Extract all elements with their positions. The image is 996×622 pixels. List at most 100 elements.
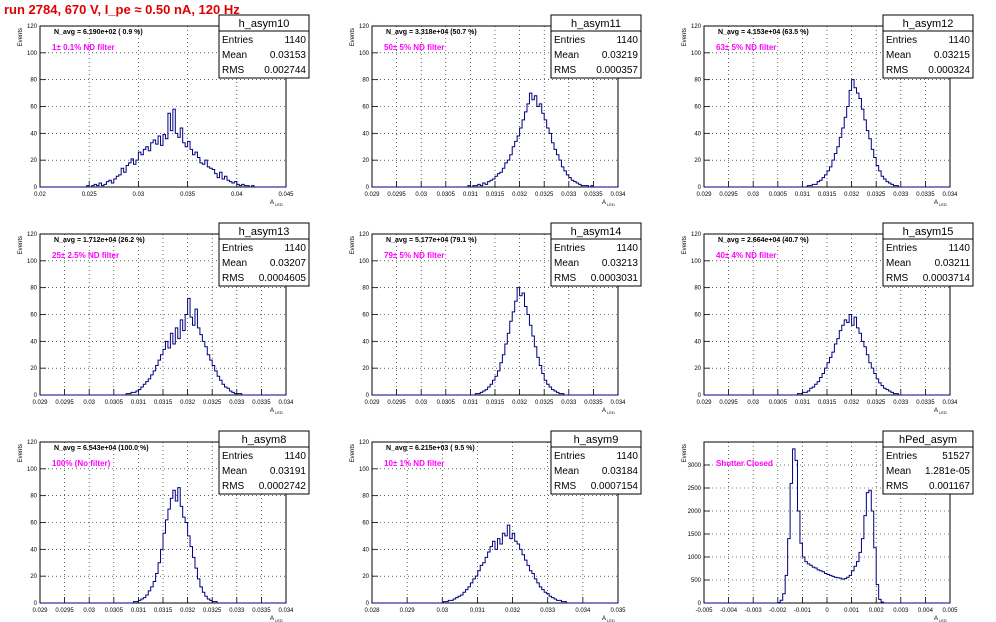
- histogram-title: h_asym9: [574, 434, 619, 446]
- stats-label: Entries: [554, 35, 585, 46]
- x-axis-label-subscript: LED: [607, 618, 615, 622]
- x-axis-label-subscript: LED: [939, 202, 947, 207]
- histogram-panel-h_asym10: 0.02 0.025 0.03 0.035 0.04 0.045 0 20 40 60 80 100 1…: [18, 14, 310, 207]
- y-tick-label: 20: [694, 366, 701, 372]
- stats-label: Entries: [222, 35, 253, 46]
- y-tick-label: 20: [694, 158, 701, 164]
- x-tick-label: 0.031: [470, 608, 486, 614]
- stats-label: RMS: [222, 273, 245, 284]
- stats-value: 0.03153: [270, 50, 307, 61]
- stats-value: 0.03191: [270, 466, 307, 477]
- y-tick-label: 60: [30, 521, 37, 527]
- x-tick-label: 0.025: [82, 192, 98, 198]
- x-tick-label: 0.032: [512, 400, 528, 406]
- y-tick-label: 60: [694, 313, 701, 319]
- stats-label: RMS: [554, 65, 577, 76]
- filter-label: Shutter Closed: [716, 459, 773, 468]
- x-tick-label: 0.035: [610, 608, 626, 614]
- y-axis-label: Events: [682, 444, 688, 462]
- stats-value: 1140: [948, 243, 970, 254]
- x-tick-label: 0.033: [893, 400, 909, 406]
- y-axis-label: Events: [18, 28, 24, 46]
- y-tick-label: 0: [698, 601, 702, 607]
- histogram-panel-h_asym15: 0.029 0.0295 0.03 0.0305 0.031 0.0315 0.032 0.0…: [682, 222, 974, 415]
- histogram-panel-h_asym13: 0.029 0.0295 0.03 0.0305 0.031 0.0315 0.032 0.0…: [18, 222, 310, 415]
- stats-value: 0.03211: [935, 258, 971, 269]
- y-axis-label: Events: [18, 444, 24, 462]
- histogram-panel-h_asym8: 0.029 0.0295 0.03 0.0305 0.031 0.0315 0.032 0.0…: [18, 430, 310, 622]
- stats-label: Mean: [886, 466, 911, 477]
- y-tick-label: 60: [30, 313, 37, 319]
- x-tick-label: 0.03: [415, 192, 427, 198]
- y-tick-label: 20: [362, 574, 369, 580]
- stats-label: Mean: [554, 466, 579, 477]
- y-axis-label: Events: [682, 236, 688, 254]
- stats-label: Mean: [554, 258, 579, 269]
- y-tick-label: 120: [691, 232, 702, 238]
- histogram-series: [40, 487, 286, 604]
- x-tick-label: 0.045: [278, 192, 294, 198]
- x-tick-label: 0.032: [512, 192, 528, 198]
- x-tick-label: 0.0315: [818, 192, 837, 198]
- histogram-series: [372, 287, 618, 396]
- x-axis-label: A: [270, 616, 274, 622]
- histogram-series: [40, 108, 286, 188]
- y-tick-label: 60: [694, 105, 701, 111]
- x-tick-label: 0.035: [180, 192, 196, 198]
- x-tick-label: 0.034: [942, 192, 958, 198]
- y-tick-label: 100: [27, 51, 38, 57]
- y-tick-label: 60: [362, 105, 369, 111]
- x-tick-label: 0.031: [131, 608, 147, 614]
- histogram-panel-h_asym11: 0.029 0.0295 0.03 0.0305 0.031 0.0315 0.032 0.0…: [350, 14, 642, 207]
- y-tick-label: 40: [694, 339, 701, 345]
- filter-label: 50± 5% ND filter: [384, 43, 444, 52]
- x-tick-label: 0.033: [561, 400, 577, 406]
- stats-value: 1140: [284, 243, 306, 254]
- stats-label: Entries: [222, 451, 253, 462]
- x-tick-label: 0.0335: [252, 608, 271, 614]
- x-tick-label: 0.033: [893, 192, 909, 198]
- y-tick-label: 40: [362, 131, 369, 137]
- stats-box: [550, 30, 642, 79]
- x-axis-label: A: [602, 408, 606, 414]
- x-tick-label: 0.0325: [867, 192, 886, 198]
- x-axis-label: A: [602, 200, 606, 206]
- x-tick-label: 0.032: [505, 608, 521, 614]
- x-axis-label: A: [270, 200, 274, 206]
- filter-label: 25± 2.5% ND filter: [52, 251, 119, 260]
- y-tick-label: 500: [691, 578, 702, 584]
- y-tick-label: 120: [27, 232, 38, 238]
- y-tick-label: 100: [691, 51, 702, 57]
- y-tick-label: 0: [34, 185, 38, 191]
- navg-annotation: N_avg = 5.177e+04 (79.1 %): [386, 237, 477, 244]
- y-tick-label: 0: [366, 601, 370, 607]
- stats-value: 1.281e-05: [925, 466, 970, 477]
- stats-value: 0.03213: [602, 258, 639, 269]
- x-tick-label: 0.0335: [916, 400, 935, 406]
- x-tick-label: 0.0305: [769, 400, 788, 406]
- histogram-panel-h_asym12: 0.029 0.0295 0.03 0.0305 0.031 0.0315 0.032 0.0…: [682, 14, 974, 207]
- stats-label: Mean: [886, 50, 911, 61]
- y-tick-label: 100: [359, 467, 370, 473]
- filter-label: 10± 1% ND filter: [384, 459, 444, 468]
- x-tick-label: 0.033: [540, 608, 556, 614]
- x-axis-label: A: [270, 408, 274, 414]
- y-axis-label: Events: [682, 28, 688, 46]
- x-tick-label: 0.0325: [203, 400, 222, 406]
- x-tick-label: 0.0295: [387, 400, 406, 406]
- x-axis-label-subscript: LED: [607, 410, 615, 415]
- x-tick-label: 0.0305: [769, 192, 788, 198]
- x-tick-label: 0.0335: [584, 400, 603, 406]
- x-tick-label: -0.003: [745, 608, 763, 614]
- x-tick-label: 0.029: [32, 400, 48, 406]
- histogram-series: [704, 314, 950, 396]
- stats-label: Entries: [886, 243, 917, 254]
- y-axis-label: Events: [350, 236, 356, 254]
- histogram-series: [40, 297, 286, 396]
- x-axis-label-subscript: LED: [275, 410, 283, 415]
- x-tick-label: 0.029: [364, 400, 380, 406]
- x-tick-label: 0.0295: [719, 400, 738, 406]
- y-tick-label: 40: [30, 131, 37, 137]
- stats-box: [550, 446, 642, 495]
- stats-value: 0.0004605: [259, 273, 307, 284]
